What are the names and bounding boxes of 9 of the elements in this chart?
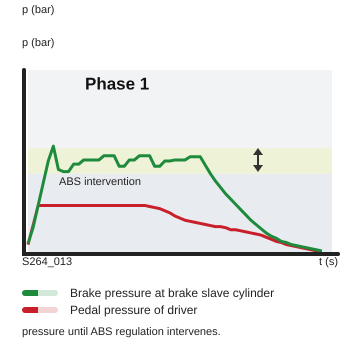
text: S264_013 xyxy=(22,256,72,268)
chart-title: Phase 1 xyxy=(85,74,150,94)
x-axis-title: t (s) xyxy=(319,256,338,268)
legend-label: Brake pressure at brake slave cylinder xyxy=(70,286,274,300)
text: p (bar) xyxy=(22,4,54,16)
legend-label: Pedal pressure of driver xyxy=(70,302,198,316)
text: pressure until ABS regulation intervenes. xyxy=(22,326,221,338)
text: p (bar) xyxy=(22,37,54,49)
annotation: ABS intervention xyxy=(59,176,141,188)
